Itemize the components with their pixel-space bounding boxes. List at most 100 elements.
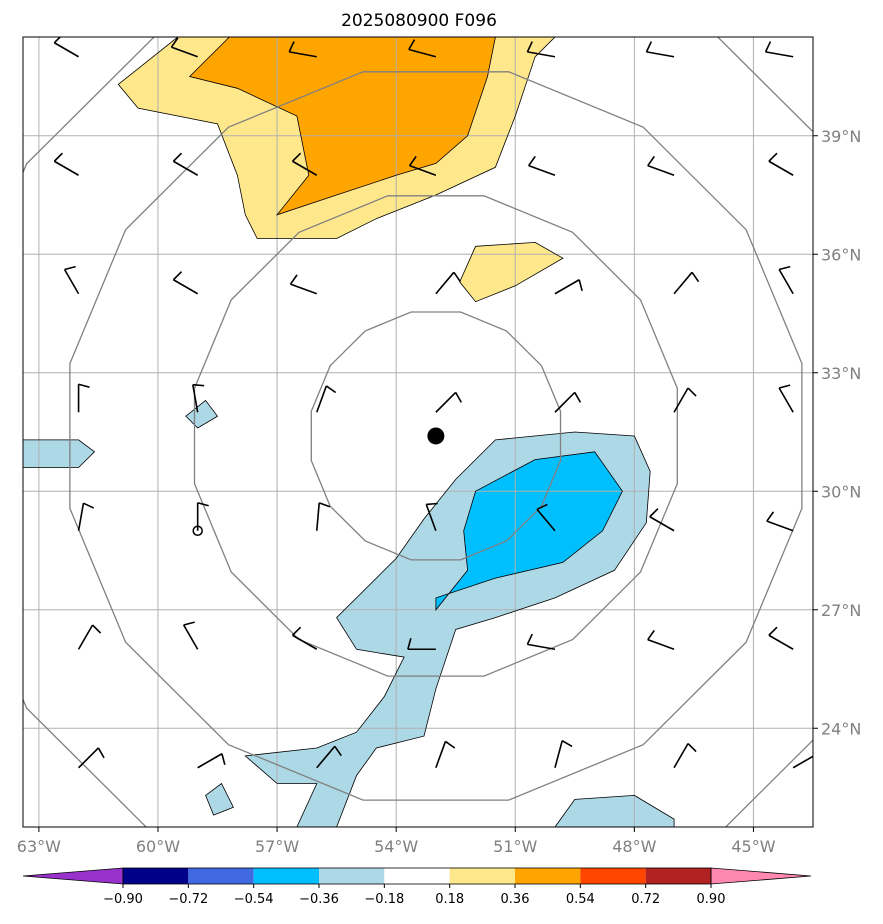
y-tick-label: 33°N <box>821 364 861 383</box>
wind-barb-flag <box>97 747 105 759</box>
wind-barb <box>425 502 438 532</box>
x-tick-label: 63°W <box>17 837 61 856</box>
colorbar-segment <box>515 868 581 884</box>
wind-barb-shaft <box>647 164 675 177</box>
wind-barb <box>526 633 556 651</box>
y-tick-label: 39°N <box>821 127 861 146</box>
wind-barb-shaft <box>316 385 328 413</box>
wind-barb-shaft <box>197 753 223 769</box>
wind-barb-shaft <box>78 747 99 769</box>
y-tick-label: 27°N <box>821 601 861 620</box>
wind-barb-shaft <box>536 508 556 532</box>
wind-barb <box>407 638 436 651</box>
filled-region-3 <box>23 439 95 468</box>
wind-barb-flag <box>778 265 791 271</box>
colorbar-tick-label: 0.90 <box>697 892 726 907</box>
wind-barb-flag <box>647 155 655 167</box>
contour-line-1 <box>188 37 496 216</box>
wind-barb-flag <box>408 155 417 167</box>
wind-barb-flag <box>334 745 342 757</box>
wind-barb <box>435 391 463 413</box>
filled-region-1 <box>189 37 496 215</box>
range-ring-1 <box>193 195 678 677</box>
x-tick-label: 51°W <box>493 837 537 856</box>
wind-barbs <box>53 37 813 769</box>
colorbar-frame <box>122 867 712 885</box>
wind-barb <box>527 155 556 177</box>
wind-barb <box>778 384 794 413</box>
wind-barb-flag <box>53 37 62 44</box>
x-tick-label: 57°W <box>255 837 299 856</box>
wind-barb-flag <box>170 37 179 48</box>
x-tick-label: 48°W <box>612 837 656 856</box>
range-ring-0 <box>310 311 562 561</box>
wind-barb-shaft <box>554 391 576 413</box>
wind-barb-flag <box>172 271 183 281</box>
wind-barb-shaft <box>435 741 447 769</box>
wind-barb <box>647 629 675 651</box>
contour-line-6 <box>435 451 623 611</box>
wind-barb-shaft <box>182 624 199 650</box>
colorbar: −0.90 −0.72 −0.54 −0.36 −0.18 0.18 0.36 0.54 0.7… <box>22 867 812 907</box>
wind-barb-flag <box>561 740 573 748</box>
wind-barb-flag <box>325 385 337 394</box>
wind-barb <box>63 265 80 295</box>
wind-barb-flag <box>526 41 533 53</box>
wind-barb <box>172 152 199 176</box>
colorbar-segment <box>580 868 646 884</box>
wind-barb <box>77 624 102 650</box>
wind-barb-flag <box>768 152 778 162</box>
wind-barb-shaft <box>527 643 556 651</box>
wind-barb <box>291 152 318 176</box>
colorbar-tick-label: 0.18 <box>435 892 464 907</box>
colorbar-tick-label: 0.54 <box>566 892 595 907</box>
colorbar-extend-low <box>22 867 124 885</box>
wind-barb <box>536 503 556 532</box>
wind-barb-flag <box>766 511 775 522</box>
colorbar-extend-high <box>710 867 812 885</box>
wind-barb-shaft <box>646 51 675 58</box>
colorbar-tick-label: 0.72 <box>631 892 660 907</box>
wind-barb <box>182 621 199 650</box>
wind-barb-shaft <box>778 269 794 295</box>
colorbar-segment <box>645 868 711 884</box>
wind-barb <box>645 41 675 58</box>
wind-barb-shaft <box>292 160 318 176</box>
wind-barb-flag <box>768 626 778 636</box>
y-tick-label: 24°N <box>821 719 861 738</box>
colorbar-tick-label: 0.36 <box>501 892 530 907</box>
wind-barb <box>288 41 317 58</box>
wind-barb-shaft <box>290 283 318 295</box>
wind-barb <box>554 740 573 768</box>
contour-line-0 <box>117 37 556 239</box>
wind-barb-flag <box>291 626 302 636</box>
range-ring-2 <box>69 71 803 801</box>
wind-barb <box>170 37 198 58</box>
wind-barb <box>316 745 342 769</box>
y-tick-label: 30°N <box>821 482 861 501</box>
wind-barb <box>78 747 105 769</box>
colorbar-segment <box>253 868 319 884</box>
wind-barb-shaft <box>768 160 794 176</box>
wind-barb-flag <box>291 152 302 162</box>
x-axis: 63°W 60°W 57°W 54°W 51°W 48°W 45°W <box>17 827 776 856</box>
wind-barb-shaft <box>53 42 79 58</box>
wind-barb <box>192 383 205 413</box>
wind-barb <box>673 271 700 295</box>
wind-barb-flag <box>64 265 76 271</box>
wind-barb <box>408 39 437 58</box>
wind-barb-flag <box>687 742 697 753</box>
wind-barb-shaft <box>289 51 317 58</box>
wind-barb-shaft <box>315 502 321 531</box>
plot-frame <box>22 36 814 828</box>
wind-barb-shaft <box>792 755 813 769</box>
wind-barb-flag <box>197 501 209 507</box>
colorbar-tick-label: −0.54 <box>234 892 274 907</box>
colorbar-tick-label: −0.72 <box>168 892 208 907</box>
wind-barb <box>435 271 462 295</box>
wind-barb <box>77 502 95 531</box>
wind-barb-flag <box>318 502 331 508</box>
colorbar-segment <box>123 868 189 884</box>
